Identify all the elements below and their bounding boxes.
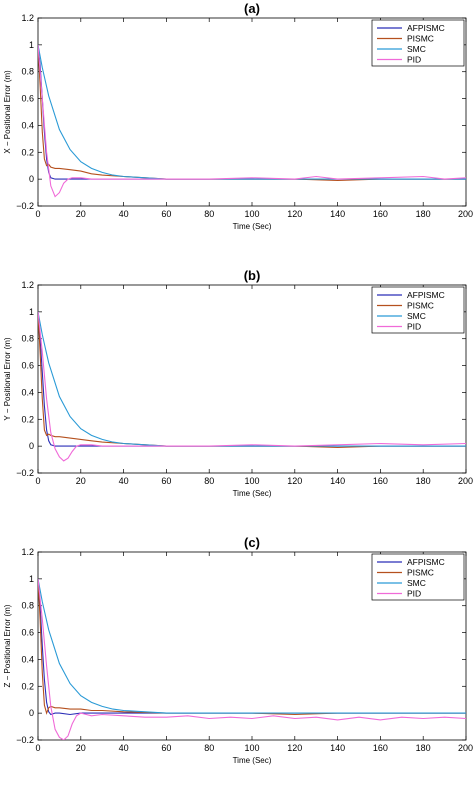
x-tick-label: 200: [458, 476, 473, 486]
y-tick-label: 0.6: [21, 361, 34, 371]
panel-c: (c) 0 20 40 60 80 100 120 140 160 180 200 −0.2 0 0.2 0.…: [0, 534, 474, 801]
y-tick-label: 0.2: [21, 147, 34, 157]
x-tick-label: 200: [458, 209, 473, 219]
x-axis-label: Time (Sec): [233, 489, 272, 498]
y-axis-label: Z − Positional Error (m): [3, 604, 12, 687]
y-tick-label: −0.2: [16, 468, 34, 478]
x-tick-label: 20: [76, 209, 86, 219]
x-tick-label: 60: [161, 743, 171, 753]
x-tick-label: 120: [287, 476, 302, 486]
x-tick-label: 40: [119, 209, 129, 219]
y-tick-label: −0.2: [16, 201, 34, 211]
x-tick-label: 180: [416, 743, 431, 753]
y-tick-label: 0: [29, 441, 34, 451]
legend-label-pismc: PISMC: [407, 568, 434, 578]
legend-label-pid: PID: [407, 589, 421, 599]
x-tick-label: 20: [76, 743, 86, 753]
y-tick-label: 0.6: [21, 628, 34, 638]
chart-c: (c)0 20 40 60 80 100 120 140 160 180 200−0.200.20.…: [3, 535, 473, 765]
y-tick-label: 0.4: [21, 120, 34, 130]
x-tick-label: 40: [119, 476, 129, 486]
x-tick-label: 60: [161, 476, 171, 486]
x-tick-label: 0: [35, 209, 40, 219]
x-tick-label: 100: [244, 476, 259, 486]
y-tick-label: 0.4: [21, 387, 34, 397]
x-tick-label: 80: [204, 476, 214, 486]
legend-label-pid: PID: [407, 55, 421, 65]
x-tick-label: 160: [373, 743, 388, 753]
series-line-pismc: [38, 311, 466, 449]
legend-label-smc: SMC: [407, 578, 426, 588]
x-tick-label: 0: [35, 476, 40, 486]
x-tick-label: 80: [204, 209, 214, 219]
y-axis-label: Y − Positional Error (m): [3, 337, 12, 421]
chart-title: (a): [244, 1, 260, 16]
chart-title: (b): [244, 268, 261, 283]
legend-label-smc: SMC: [407, 311, 426, 321]
legend-label-afpismc: AFPISMC: [407, 557, 445, 567]
legend-label-afpismc: AFPISMC: [407, 290, 445, 300]
y-tick-label: 0.8: [21, 601, 34, 611]
panel-b: (b) 0 20 40 60 80 100 120 140 160 180 200 −0.2 0 0.2 0.…: [0, 267, 474, 534]
y-axis-label: X − Positional Error (m): [3, 70, 12, 154]
x-tick-label: 100: [244, 743, 259, 753]
y-tick-label: 0: [29, 174, 34, 184]
y-tick-label: 0.2: [21, 681, 34, 691]
legend-label-pismc: PISMC: [407, 301, 434, 311]
series-line-smc: [38, 578, 466, 714]
y-tick-label: 1.2: [21, 280, 34, 290]
y-tick-label: 1: [29, 574, 34, 584]
y-tick-label: 1.2: [21, 547, 34, 557]
series-line-pismc: [38, 44, 466, 182]
y-tick-label: 0: [29, 708, 34, 718]
x-axis-label: Time (Sec): [233, 756, 272, 765]
y-tick-label: 1.2: [21, 13, 34, 23]
x-tick-label: 200: [458, 743, 473, 753]
x-axis-label: Time (Sec): [233, 222, 272, 231]
x-tick-label: 140: [330, 476, 345, 486]
x-tick-label: 180: [416, 209, 431, 219]
x-tick-label: 120: [287, 743, 302, 753]
x-tick-label: 140: [330, 209, 345, 219]
y-tick-label: 0.4: [21, 654, 34, 664]
legend-label-pid: PID: [407, 322, 421, 332]
y-tick-label: 0.8: [21, 334, 34, 344]
y-tick-label: 1: [29, 307, 34, 317]
panel-a: (a) 0 20 40 60 80 100 120 140 160 180 200 −0.2 0 0.2 0.…: [0, 0, 474, 267]
x-tick-label: 40: [119, 743, 129, 753]
x-tick-label: 100: [244, 209, 259, 219]
series-line-smc: [38, 44, 466, 180]
series-line-pismc: [38, 578, 466, 716]
series-line-pid: [38, 44, 466, 198]
y-tick-label: −0.2: [16, 735, 34, 745]
y-tick-label: 0.6: [21, 94, 34, 104]
x-tick-label: 140: [330, 743, 345, 753]
x-tick-label: 20: [76, 476, 86, 486]
x-tick-label: 60: [161, 209, 171, 219]
chart-title: (c): [244, 535, 260, 550]
y-tick-label: 0.2: [21, 414, 34, 424]
legend-label-pismc: PISMC: [407, 34, 434, 44]
x-tick-label: 80: [204, 743, 214, 753]
series-line-smc: [38, 311, 466, 447]
x-tick-label: 180: [416, 476, 431, 486]
series-line-pid: [38, 311, 466, 462]
y-tick-label: 1: [29, 40, 34, 50]
x-tick-label: 120: [287, 209, 302, 219]
chart-b: (b)0 20 40 60 80 100 120 140 160 180 200−0.200.20.…: [3, 268, 473, 498]
chart-a: (a)0 20 40 60 80 100 120 140 160 180 200−0.200.20.…: [3, 1, 473, 231]
x-tick-label: 160: [373, 209, 388, 219]
series-line-pid: [38, 578, 466, 740]
y-tick-label: 0.8: [21, 67, 34, 77]
legend-label-afpismc: AFPISMC: [407, 23, 445, 33]
x-tick-label: 160: [373, 476, 388, 486]
x-tick-label: 0: [35, 743, 40, 753]
legend-label-smc: SMC: [407, 44, 426, 54]
